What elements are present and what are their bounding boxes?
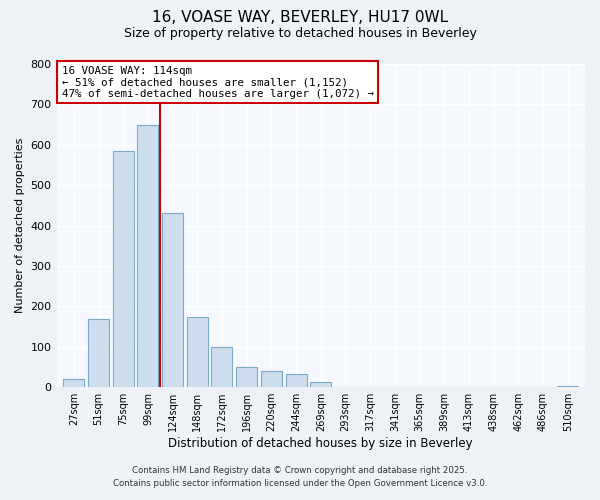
Bar (211, 347, 232, 387)
Text: Size of property relative to detached houses in Beverley: Size of property relative to detached ho… (124, 28, 476, 40)
Bar (236, 367, 257, 387)
Text: 16, VOASE WAY, BEVERLEY, HU17 0WL: 16, VOASE WAY, BEVERLEY, HU17 0WL (152, 10, 448, 25)
Bar (162, 214, 183, 387)
X-axis label: Distribution of detached houses by size in Beverley: Distribution of detached houses by size … (169, 437, 473, 450)
Text: Contains HM Land Registry data © Crown copyright and database right 2025.
Contai: Contains HM Land Registry data © Crown c… (113, 466, 487, 487)
Bar (64, 379, 85, 387)
Bar (557, 386, 578, 387)
Bar (88, 318, 109, 387)
Text: 16 VOASE WAY: 114sqm
← 51% of detached houses are smaller (1,152)
47% of semi-de: 16 VOASE WAY: 114sqm ← 51% of detached h… (62, 66, 374, 99)
Bar (310, 382, 331, 387)
Bar (286, 374, 307, 387)
Y-axis label: Number of detached properties: Number of detached properties (15, 138, 25, 314)
Bar (261, 371, 282, 387)
Bar (113, 151, 134, 387)
Bar (187, 316, 208, 387)
Bar (137, 126, 158, 387)
